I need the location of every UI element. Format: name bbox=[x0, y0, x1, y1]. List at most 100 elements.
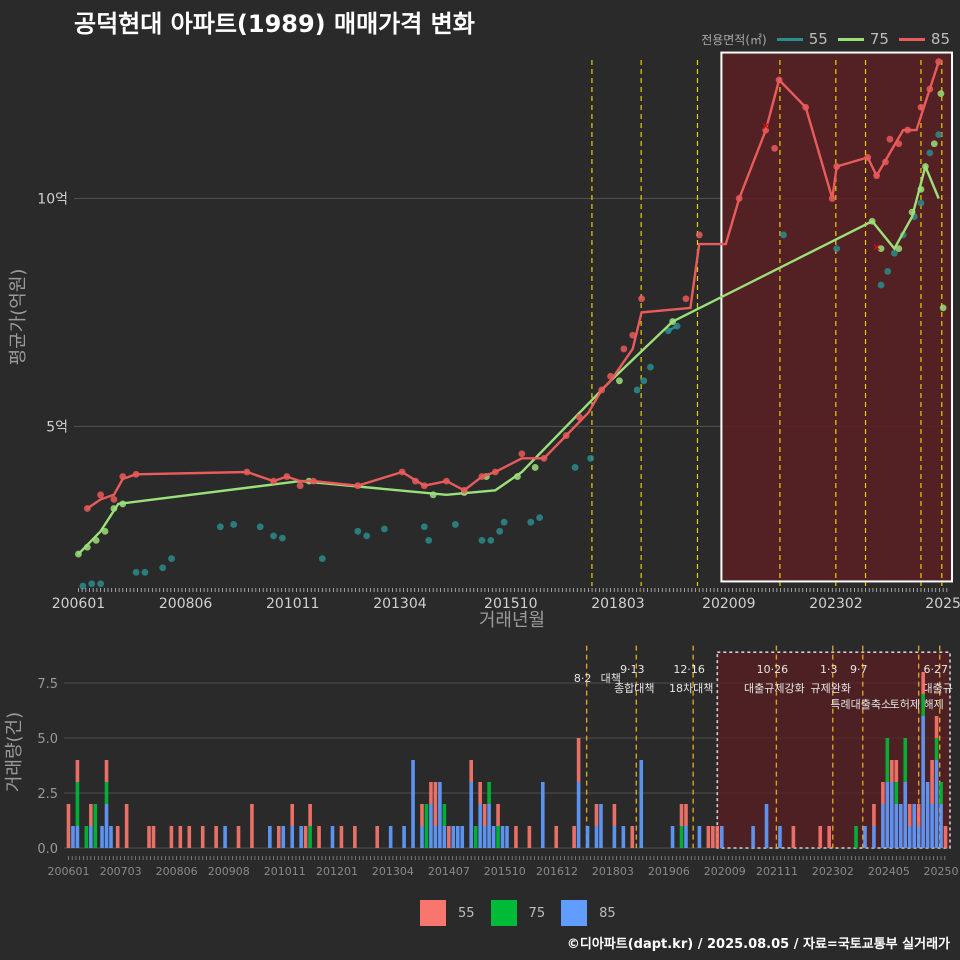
price-point-85 bbox=[518, 450, 526, 458]
volume-bar-85 bbox=[930, 804, 934, 848]
volume-legend-item-85: 85 bbox=[561, 900, 616, 926]
volume-y-tick-label: 5.0 bbox=[37, 732, 58, 747]
price-point-85 bbox=[270, 477, 277, 485]
price-point-85 bbox=[802, 103, 810, 111]
volume-policy-date: 8·2 bbox=[574, 672, 592, 685]
volume-bar-55 bbox=[894, 760, 899, 782]
volume-legend-swatch-75 bbox=[490, 900, 517, 926]
price-point-55 bbox=[270, 532, 277, 540]
price-legend: 전용면적(㎡) 55 75 85 bbox=[701, 30, 950, 48]
volume-bar-85 bbox=[500, 826, 505, 848]
volume-bar-55 bbox=[75, 760, 80, 782]
volume-bar-75 bbox=[473, 826, 478, 848]
price-point-55 bbox=[420, 523, 428, 531]
volume-bar-85 bbox=[576, 782, 581, 848]
price-point-55 bbox=[168, 555, 175, 563]
volume-bar-85 bbox=[885, 782, 890, 848]
volume-bar-85 bbox=[621, 826, 626, 848]
volume-bar-55 bbox=[679, 804, 684, 826]
price-point-85 bbox=[398, 468, 406, 476]
volume-bar-55 bbox=[572, 826, 576, 848]
price-point-75 bbox=[908, 208, 916, 216]
price-point-55 bbox=[527, 518, 535, 526]
volume-bar-85 bbox=[894, 804, 899, 848]
volume-bar-55 bbox=[514, 826, 518, 848]
price-y-tick-label: 5억 bbox=[46, 419, 68, 435]
volume-bar-85 bbox=[438, 782, 442, 848]
price-legend-item-85: 85 bbox=[898, 30, 950, 48]
volume-bar-55 bbox=[317, 826, 321, 848]
price-point-55 bbox=[917, 199, 925, 207]
price-point-85 bbox=[283, 473, 291, 480]
volume-bar-75 bbox=[104, 782, 109, 804]
volume-x-tick-label: 201510 bbox=[484, 865, 526, 878]
price-legend-swatch-85 bbox=[898, 37, 925, 41]
price-point-75 bbox=[514, 473, 521, 480]
volume-bar-55 bbox=[178, 826, 183, 848]
volume-bar-55 bbox=[684, 804, 688, 826]
volume-x-tick-label: 201201 bbox=[316, 865, 358, 878]
price-legend-label-85: 85 bbox=[930, 30, 950, 48]
volume-bar-55 bbox=[303, 826, 308, 848]
price-point-85 bbox=[354, 482, 362, 490]
volume-bar-55 bbox=[827, 826, 831, 848]
volume-x-tick-label: 202111 bbox=[756, 865, 798, 878]
price-point-75 bbox=[531, 464, 539, 471]
volume-bar-85 bbox=[697, 826, 702, 848]
volume-bar-85 bbox=[719, 826, 724, 848]
price-point-55 bbox=[478, 537, 486, 544]
price-y-axis-title: 평균가(억원) bbox=[8, 269, 29, 366]
volume-policy-date: 6·27 bbox=[923, 663, 948, 676]
price-x-tick-label: 201510 bbox=[484, 596, 537, 612]
price-point-85 bbox=[576, 413, 583, 421]
volume-legend-label-75: 75 bbox=[528, 905, 546, 921]
price-point-75 bbox=[119, 500, 127, 508]
volume-bar-55 bbox=[934, 716, 939, 738]
volume-bar-55 bbox=[943, 826, 948, 848]
price-point-75 bbox=[110, 505, 118, 512]
volume-bar-85 bbox=[89, 826, 93, 848]
volume-bar-85 bbox=[898, 804, 903, 848]
price-point-85 bbox=[873, 172, 881, 180]
volume-bar-85 bbox=[881, 804, 885, 848]
volume-policy-date: 12·16 bbox=[673, 663, 705, 676]
volume-policy-name: 특례대출축소 bbox=[830, 698, 891, 711]
volume-legend-label-55: 55 bbox=[458, 905, 475, 921]
volume-bar-85 bbox=[903, 782, 908, 848]
volume-bar-85 bbox=[907, 826, 912, 848]
volume-policy-name: 규제완화 bbox=[811, 682, 851, 695]
volume-bar-55 bbox=[496, 804, 500, 826]
volume-bar-75 bbox=[934, 738, 939, 760]
volume-bar-85 bbox=[778, 826, 782, 848]
volume-bar-55 bbox=[890, 760, 894, 782]
price-x-tick-label: 202302 bbox=[809, 596, 862, 612]
volume-bar-75 bbox=[75, 782, 80, 826]
price-point-55 bbox=[640, 377, 648, 385]
volume-bar-85 bbox=[268, 826, 272, 848]
price-point-55 bbox=[571, 464, 579, 471]
price-point-85 bbox=[926, 85, 934, 93]
volume-x-tick-label: 202009 bbox=[704, 865, 746, 878]
volume-policy-name: 대책 bbox=[601, 672, 621, 685]
price-point-85 bbox=[132, 470, 140, 478]
volume-bar-55 bbox=[881, 782, 885, 804]
volume-bar-85 bbox=[639, 760, 644, 848]
volume-bar-75 bbox=[424, 804, 429, 848]
price-point-75 bbox=[101, 527, 109, 535]
volume-bar-55 bbox=[375, 826, 380, 848]
price-point-55 bbox=[926, 149, 934, 157]
volume-bar-85 bbox=[478, 804, 482, 848]
volume-x-tick-label: 200601 bbox=[47, 865, 89, 878]
volume-bar-85 bbox=[104, 804, 109, 848]
volume-bar-85 bbox=[402, 826, 406, 848]
volume-bar-75 bbox=[921, 694, 925, 716]
price-point-85 bbox=[762, 126, 770, 134]
price-point-85 bbox=[638, 295, 645, 303]
volume-y-axis-title: 거래량(건) bbox=[4, 712, 25, 792]
price-series-line-85 bbox=[86, 61, 940, 510]
volume-policy-name: 종합대책 bbox=[614, 682, 654, 695]
price-point-75 bbox=[895, 245, 903, 253]
price-point-85 bbox=[243, 468, 251, 476]
volume-bar-85 bbox=[487, 804, 491, 848]
